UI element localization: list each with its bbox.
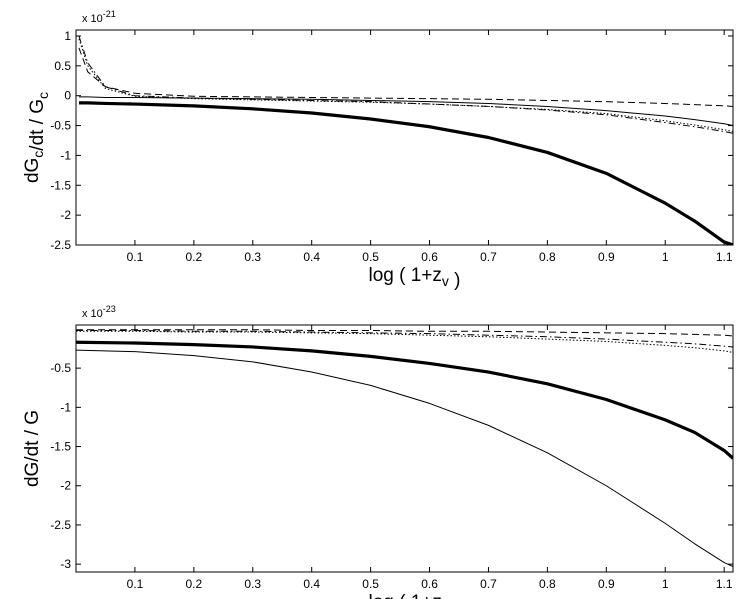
x-tick-label: 0.5: [362, 577, 379, 591]
plot-frame: [75, 324, 734, 573]
y-tick-label: -1.5: [50, 178, 71, 192]
x-axis-label: log ( 1+zv ): [368, 592, 460, 599]
series-line-dashed: [78, 47, 733, 107]
y-tick-label: 0.5: [54, 59, 71, 73]
y-tick-label: -0.5: [50, 361, 71, 375]
x-tick-label: 0.6: [421, 577, 438, 591]
y-tick-label: -1: [60, 400, 71, 414]
x-tick-label: 0.8: [539, 577, 556, 591]
series-line-thick-solid: [78, 101, 733, 245]
plot-frame: [75, 29, 734, 246]
x-tick-label: 0.7: [480, 250, 497, 264]
y-tick-label: -3: [60, 557, 71, 571]
series-line-dashed: [76, 329, 733, 337]
x-tick-label: 0.3: [244, 577, 261, 591]
series-line-dashdot: [76, 329, 733, 348]
y-tick-label: -0.5: [50, 119, 71, 133]
x-tick-label: 1: [662, 577, 669, 591]
chart-panel-1: 0.1 0.2 0.3 0.4 0.5 0.6 0.7 0.8 0.9 1 1.1 1 0.5 0 -0.5…: [22, 9, 734, 291]
x-tick-label: 0.1: [127, 577, 144, 591]
y-tick-label: -1.5: [50, 440, 71, 454]
y-tick-label: -2.5: [50, 518, 71, 532]
x-tick-label: 0.8: [539, 250, 556, 264]
x-tick-label: 1: [662, 250, 669, 264]
series-line-thin-solid: [76, 349, 733, 567]
y-axis-label: dGc/dt / Gc: [22, 92, 51, 183]
y-exponent-label: x 10-23: [82, 304, 116, 320]
series-line-dotted: [78, 38, 733, 133]
chart-panel-2: 0.1 0.2 0.3 0.4 0.5 0.6 0.7 0.8 0.9 1 1.1 -0.5 -1 -1.…: [22, 304, 734, 599]
x-tick-label: 1.1: [716, 577, 733, 591]
x-tick-label: 0.6: [421, 250, 438, 264]
series-line-thick-solid: [76, 340, 733, 460]
y-axis-label: dG/dt / G: [22, 410, 43, 487]
y-tick-label: -1: [60, 148, 71, 162]
x-axis-label: log ( 1+zv ): [368, 265, 460, 291]
x-tick-label: 0.2: [186, 577, 203, 591]
series-line-dotted: [76, 330, 733, 353]
x-tick-label: 1.1: [716, 250, 733, 264]
series-line-dashdot: [78, 35, 733, 134]
y-tick-label: -2: [60, 479, 71, 493]
x-tick-label: 0.2: [186, 250, 203, 264]
x-tick-label: 0.3: [244, 250, 261, 264]
x-tick-label: 0.5: [362, 250, 379, 264]
x-tick-label: 0.4: [303, 577, 320, 591]
y-tick-label: 1: [64, 29, 71, 43]
x-tick-label: 0.9: [598, 577, 615, 591]
y-exponent-label: x 10-21: [82, 9, 116, 25]
y-tick-label: -2: [60, 208, 71, 222]
series-line-thin-solid: [78, 96, 733, 127]
x-tick-label: 0.1: [127, 250, 144, 264]
x-tick-label: 0.4: [303, 250, 320, 264]
y-tick-label: -2.5: [50, 238, 71, 252]
y-tick-label: 0: [64, 89, 71, 103]
x-tick-label: 0.7: [480, 577, 497, 591]
x-tick-label: 0.9: [598, 250, 615, 264]
